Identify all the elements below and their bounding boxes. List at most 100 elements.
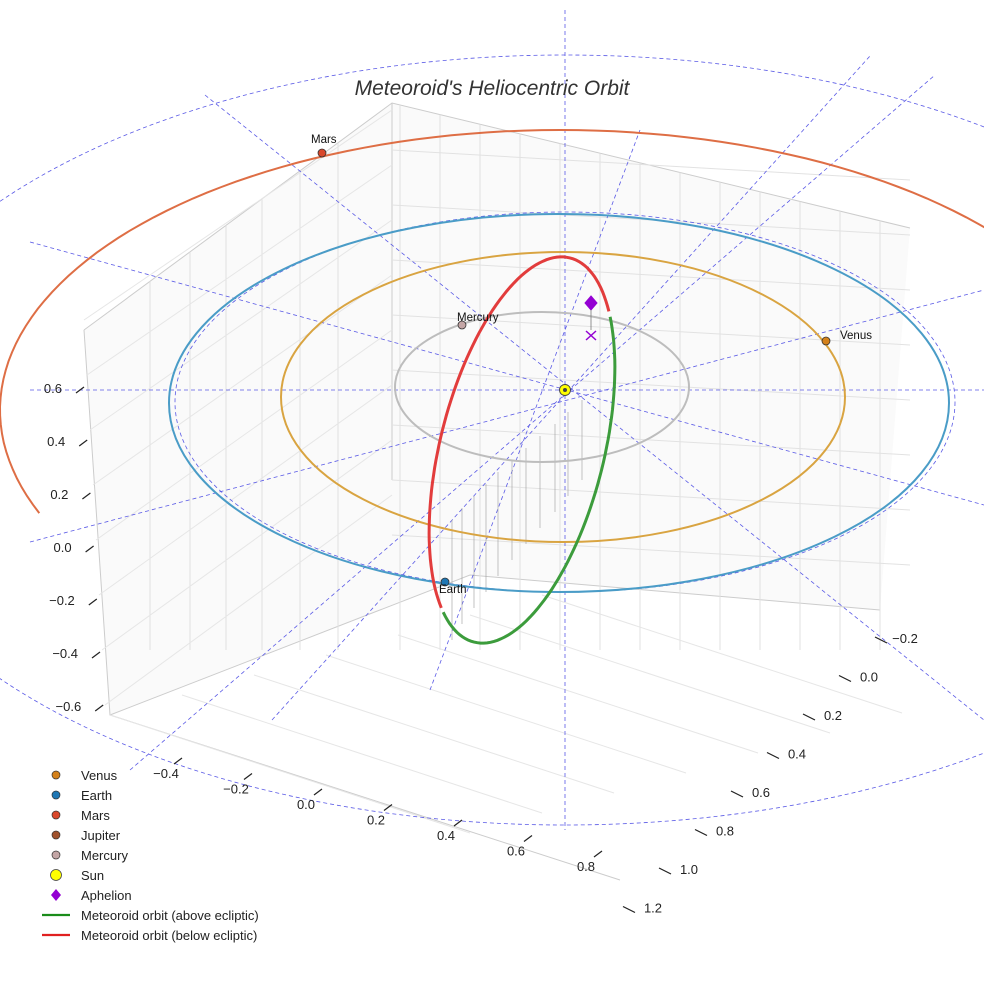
grid-line-floor — [325, 654, 687, 774]
legend-label: Venus — [81, 767, 118, 783]
x-tick-label: −0.4 — [153, 766, 179, 781]
grid-line-horizontal — [391, 369, 911, 401]
z-tick-label: 0.0 — [54, 540, 72, 555]
y-tick — [730, 790, 744, 798]
legend-swatch — [40, 825, 74, 845]
reference-line — [271, 55, 871, 721]
grid-line-horizontal — [104, 494, 393, 706]
x-tick-label: −0.2 — [223, 782, 249, 797]
legend-swatch — [40, 805, 74, 825]
grid-line-horizontal — [391, 479, 911, 511]
grid-line-horizontal — [391, 259, 911, 291]
grid-line-horizontal — [89, 219, 393, 431]
legend-item: Meteoroid orbit (above ecliptic) — [40, 905, 259, 925]
legend-item: Mars — [40, 805, 259, 825]
legend-item: Jupiter — [40, 825, 259, 845]
z-tick-label: 0.4 — [47, 434, 65, 449]
axis-ticks: 0.6 0.4 0.2 0.0 −0.2 −0.4 −0.6 −0.4 −0.2 0.0 0.2 0.… — [44, 381, 918, 916]
x-tick-label: 0.0 — [297, 797, 315, 812]
y-tick-label: 0.6 — [752, 785, 770, 800]
venus-marker — [821, 336, 831, 346]
z-tick-label: 0.6 — [44, 381, 62, 396]
y-tick-label: −0.2 — [892, 631, 918, 646]
z-tick — [91, 651, 101, 659]
x-tick — [383, 804, 393, 811]
y-tick-label: 0.0 — [860, 670, 878, 685]
grid-line-horizontal — [391, 424, 911, 456]
grid-line-horizontal — [83, 109, 393, 321]
z-tick-label: −0.6 — [56, 699, 82, 714]
venus-orbit — [280, 251, 846, 543]
y-tick-label: 0.8 — [716, 824, 734, 839]
y-tick — [622, 905, 636, 914]
legend-item: Mercury — [40, 845, 259, 865]
grid-line-floor — [397, 634, 759, 754]
mars-marker — [317, 148, 327, 158]
reference-line — [429, 129, 641, 691]
y-tick — [874, 636, 888, 644]
legend-label: Earth — [81, 787, 113, 803]
reference-line — [29, 241, 984, 506]
meteoroid-orbit-below — [427, 255, 611, 609]
grid-line-horizontal — [95, 329, 393, 541]
legend-swatch — [40, 905, 74, 925]
x-tick-label: 0.6 — [507, 844, 525, 859]
legend-label: Jupiter — [81, 827, 121, 843]
grid-line-floor — [541, 594, 903, 714]
legend-label: Sun — [81, 867, 105, 883]
legend-label: Aphelion — [81, 887, 132, 903]
x-tick-label: 0.2 — [367, 813, 385, 828]
grid-line-floor — [469, 614, 831, 734]
axes-panes — [83, 102, 911, 881]
x-tick — [243, 773, 253, 780]
x-tick — [313, 788, 323, 796]
reference-circle-earth — [174, 211, 956, 593]
y-tick — [802, 713, 816, 721]
grid-lines — [83, 104, 911, 834]
reference-dashed-lines — [0, 10, 984, 830]
legend-label: Mercury — [81, 847, 128, 863]
x-tick — [453, 819, 463, 827]
legend-item: Meteoroid orbit (below ecliptic) — [40, 925, 259, 945]
pane-floor-edge — [109, 574, 881, 716]
mars-label: Mars — [311, 134, 337, 146]
z-tick-label: −0.4 — [52, 646, 78, 661]
grid-line-horizontal — [92, 274, 393, 486]
reference-line — [204, 94, 984, 721]
legend-swatch — [40, 865, 74, 885]
legend-marker — [50, 869, 62, 881]
legend-item: Sun — [40, 865, 259, 885]
legend-item: Venus — [40, 765, 259, 785]
grid-line-horizontal — [98, 384, 393, 596]
legend-swatch — [40, 765, 74, 785]
mercury-label: Mercury — [457, 312, 499, 324]
earth-marker — [440, 577, 450, 587]
legend-swatch — [40, 925, 74, 945]
legend-swatch — [40, 785, 74, 805]
grid-line-horizontal — [86, 164, 393, 376]
chart-title: Meteoroid's Heliocentric Orbit — [355, 77, 631, 100]
legend-swatch — [40, 845, 74, 865]
y-tick-label: 0.2 — [824, 708, 842, 723]
legend-label: Mars — [81, 807, 110, 823]
y-tick-label: 0.4 — [788, 747, 806, 762]
grid-line-floor — [109, 714, 471, 834]
legend-marker — [51, 810, 61, 820]
reference-line — [129, 74, 936, 771]
z-tick — [88, 598, 98, 606]
meteoroid-orbit-above — [441, 316, 617, 645]
legend-marker — [51, 790, 61, 800]
z-tick — [94, 704, 104, 712]
reference-circle-outer — [0, 54, 984, 826]
legend-label: Meteoroid orbit (below ecliptic) — [81, 927, 258, 943]
grid-line-floor — [253, 674, 615, 794]
y-tick — [838, 674, 852, 683]
legend-swatch — [40, 885, 74, 905]
y-tick-label: 1.2 — [644, 901, 662, 916]
y-tick-label: 1.0 — [680, 862, 698, 877]
grid-line-floor — [181, 694, 543, 814]
sun-center — [563, 388, 567, 392]
earth-orbit — [168, 213, 950, 593]
orbits — [0, 128, 984, 645]
